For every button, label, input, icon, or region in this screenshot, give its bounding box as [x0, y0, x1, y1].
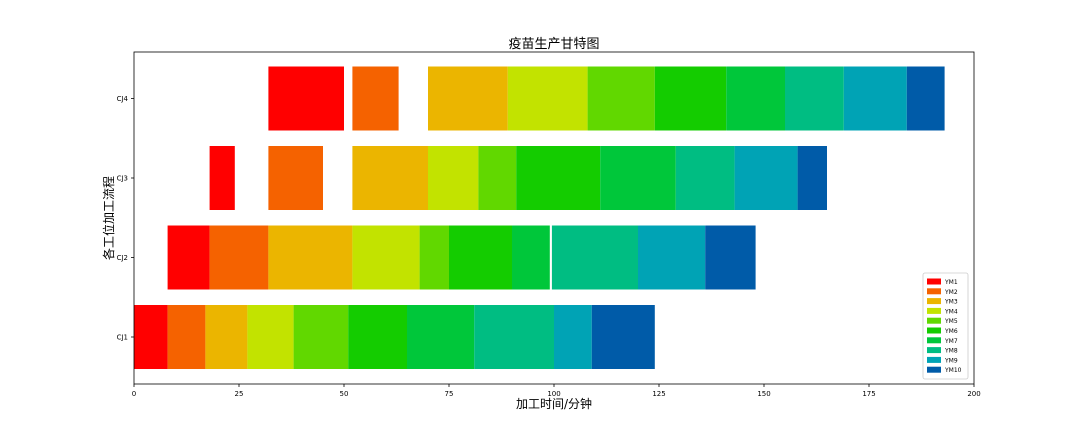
gantt-bar-ym7-cj1 [407, 305, 475, 369]
gantt-bar-ym9-cj4 [843, 66, 907, 131]
gantt-bar-ym4-cj2 [352, 225, 420, 290]
chart-title: 疫苗生产甘特图 [508, 36, 599, 52]
gantt-bar-ym8-cj4 [785, 66, 844, 131]
x-tick-label: 25 [235, 390, 244, 398]
legend-label: YM8 [944, 348, 958, 355]
gantt-bar-ym3-cj2 [268, 225, 353, 290]
x-tick-label: 125 [652, 390, 665, 398]
legend-label: YM5 [944, 318, 958, 325]
gantt-bar-ym3-cj3 [352, 146, 428, 210]
gantt-bar-ym4-cj4 [507, 66, 588, 131]
legend-swatch [927, 366, 941, 373]
gantt-bar-ym6-cj4 [654, 66, 727, 131]
legend-swatch [927, 298, 941, 305]
gantt-bar-ym7-cj3 [600, 146, 676, 210]
legend-swatch [927, 337, 941, 344]
legend-swatch [927, 288, 941, 295]
gantt-bar-ym10-cj4 [906, 66, 945, 131]
gantt-bar-ym6-cj3 [516, 146, 601, 210]
gantt-bar-ym6-cj2 [449, 225, 512, 290]
gantt-bar-ym8-cj2 [551, 225, 638, 290]
gantt-bar-ym5-cj2 [419, 225, 449, 290]
y-axis-label: 各工位加工流程 [101, 176, 116, 260]
gantt-bar-ym4-cj3 [428, 146, 479, 210]
legend-label: YM9 [944, 357, 958, 364]
gantt-bar-ym10-cj1 [591, 305, 655, 369]
x-tick-label: 0 [132, 390, 136, 398]
y-tick-label: CJ2 [117, 254, 128, 262]
legend-label: YM3 [944, 299, 958, 306]
legend-label: YM2 [944, 289, 958, 296]
gantt-bar-ym7-cj4 [726, 66, 785, 131]
gantt-bar-ym9-cj1 [554, 305, 592, 369]
gantt-bar-ym9-cj2 [638, 225, 706, 290]
bars-layer [134, 66, 945, 369]
gantt-bar-ym2-cj3 [268, 146, 323, 210]
x-tick-label: 175 [862, 390, 875, 398]
gantt-bar-ym7-cj2 [512, 225, 550, 290]
y-tick-label: CJ4 [117, 95, 129, 103]
gantt-bar-ym5-cj4 [587, 66, 655, 131]
gantt-bar-ym8-cj1 [474, 305, 554, 369]
legend-swatch [927, 278, 941, 285]
gantt-bar-ym3-cj4 [428, 66, 508, 131]
gantt-bar-ym6-cj1 [348, 305, 407, 369]
gantt-bar-ym1-cj1 [134, 305, 168, 369]
gantt-bar-ym1-cj4 [268, 66, 344, 131]
legend-label: YM4 [944, 308, 958, 315]
legend-swatch [927, 347, 941, 354]
legend-label: YM10 [944, 367, 962, 374]
gantt-bar-ym2-cj1 [167, 305, 206, 369]
gantt-bar-ym9-cj3 [734, 146, 798, 210]
legend-label: YM7 [944, 338, 958, 345]
gantt-bar-ym10-cj3 [797, 146, 827, 210]
y-tick-label: CJ1 [117, 334, 128, 342]
gantt-bar-ym5-cj3 [478, 146, 517, 210]
legend-swatch [927, 327, 941, 334]
x-tick-label: 50 [340, 390, 349, 398]
y-axis-ticks: CJ1 CJ2 CJ3 CJ4 [117, 95, 134, 342]
legend-label: YM1 [944, 279, 958, 286]
legend-swatch [927, 356, 941, 363]
y-tick-label: CJ3 [117, 175, 128, 183]
x-axis-label: 加工时间/分钟 [516, 396, 592, 411]
gantt-bar-ym1-cj2 [167, 225, 210, 290]
legend-swatch [927, 317, 941, 324]
gantt-bar-ym1-cj3 [209, 146, 235, 210]
x-tick-label: 100 [547, 390, 560, 398]
gantt-bar-ym2-cj4 [352, 66, 399, 131]
x-tick-label: 200 [967, 390, 980, 398]
x-tick-label: 75 [445, 390, 454, 398]
gantt-bar-ym5-cj1 [293, 305, 349, 369]
gantt-bar-ym8-cj3 [675, 146, 735, 210]
legend-label: YM6 [944, 328, 958, 335]
x-axis-ticks: 0 25 50 75 100 125 150 175 200 [132, 384, 981, 398]
gantt-bar-ym3-cj1 [205, 305, 248, 369]
gantt-bar-ym2-cj2 [209, 225, 269, 290]
x-tick-label: 150 [757, 390, 770, 398]
gantt-bar-ym10-cj2 [705, 225, 756, 290]
gantt-bar-ym4-cj1 [247, 305, 294, 369]
legend: YM1 YM2 YM3 YM4 YM5 YM6 YM7 YM8 YM9 YM10 [922, 272, 969, 380]
legend-swatch [927, 307, 941, 314]
